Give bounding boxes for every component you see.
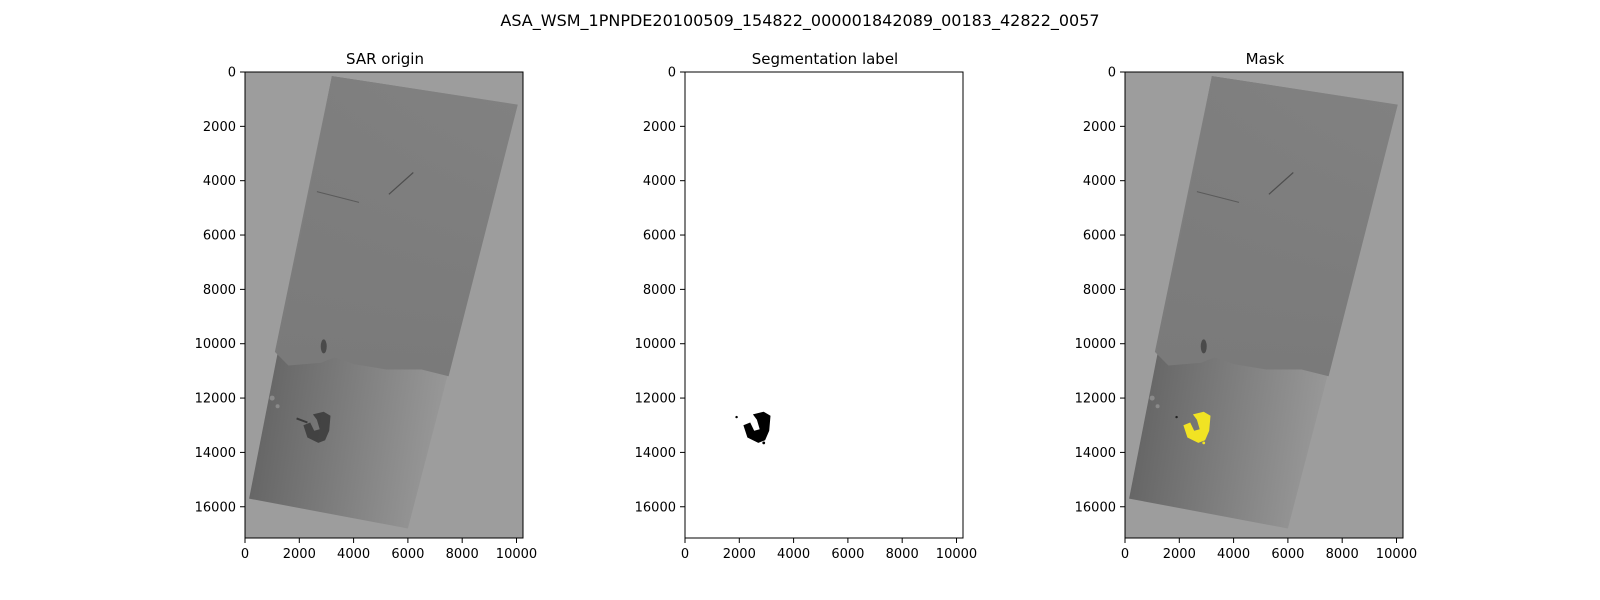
axes-frame xyxy=(244,71,524,539)
x-tick-label: 4000 xyxy=(1217,547,1250,562)
x-tick-label: 6000 xyxy=(391,547,424,562)
land-feature xyxy=(1268,172,1294,195)
island xyxy=(1149,395,1155,401)
x-tick-label: 8000 xyxy=(446,547,479,562)
x-tick-label: 2000 xyxy=(283,547,316,562)
island xyxy=(1155,404,1160,409)
y-tick-label: 14000 xyxy=(635,446,676,461)
y-tick-label: 4000 xyxy=(1083,174,1116,189)
x-tick-label: 10000 xyxy=(1376,547,1417,562)
y-tick-label: 2000 xyxy=(1083,120,1116,135)
island xyxy=(269,395,275,401)
label-image xyxy=(685,72,963,538)
bay-feature xyxy=(320,339,327,354)
oil-slick xyxy=(1183,411,1211,443)
y-tick-label: 16000 xyxy=(635,500,676,515)
axes: 0 2000 4000 6000 8000 10000 0 2000 4000 6000 8000 1… xyxy=(635,66,978,563)
x-tick-label: 8000 xyxy=(886,547,919,562)
axes-frame xyxy=(684,71,964,539)
y-tick-label: 12000 xyxy=(1075,392,1116,407)
oil-slick-fragment xyxy=(762,441,766,445)
panel-mask: Mask 0 2000 4000 6000 8000 10000 0 2000 4000 6000… xyxy=(1075,50,1418,562)
y-tick-label: 8000 xyxy=(203,283,236,298)
oil-slick-fragment xyxy=(1202,441,1206,445)
island xyxy=(275,404,280,409)
y-tick-label: 6000 xyxy=(203,229,236,244)
x-tick-label: 6000 xyxy=(831,547,864,562)
x-tick-label: 10000 xyxy=(936,547,977,562)
y-tick-label: 10000 xyxy=(1075,337,1116,352)
land-feature xyxy=(1196,191,1240,203)
y-tick-label: 12000 xyxy=(635,392,676,407)
x-tick-label: 2000 xyxy=(723,547,756,562)
mask-image xyxy=(1125,72,1403,538)
y-tick-label: 4000 xyxy=(643,174,676,189)
x-tick-label: 2000 xyxy=(1163,547,1196,562)
y-tick-label: 10000 xyxy=(195,337,236,352)
y-tick-label: 2000 xyxy=(203,120,236,135)
y-tick-label: 6000 xyxy=(1083,229,1116,244)
x-tick-label: 0 xyxy=(241,547,249,562)
oil-slick xyxy=(303,411,331,443)
axes-frame xyxy=(1124,71,1404,539)
y-tick-label: 8000 xyxy=(1083,283,1116,298)
y-tick-label: 12000 xyxy=(195,392,236,407)
x-tick-label: 4000 xyxy=(777,547,810,562)
panel-title: Mask xyxy=(1246,50,1285,68)
figure-suptitle: ASA_WSM_1PNPDE20100509_154822_0000018420… xyxy=(500,11,1099,31)
y-tick-label: 16000 xyxy=(195,500,236,515)
oil-slick-fragment xyxy=(735,415,738,419)
y-tick-label: 4000 xyxy=(203,174,236,189)
x-tick-label: 0 xyxy=(681,547,689,562)
land-area xyxy=(1154,76,1398,377)
panel-title: SAR origin xyxy=(346,50,424,68)
axes: 0 2000 4000 6000 8000 10000 0 2000 4000 6000 8000 1… xyxy=(195,66,538,563)
y-tick-label: 0 xyxy=(228,66,236,81)
axes: 0 2000 4000 6000 8000 10000 0 2000 4000 6000 8000 1… xyxy=(1075,66,1418,563)
oil-slick-trail xyxy=(296,417,308,424)
bay-feature xyxy=(1200,339,1207,354)
x-tick-label: 0 xyxy=(1121,547,1129,562)
y-tick-label: 0 xyxy=(668,66,676,81)
panel-sar-origin: SAR origin 0 2000 4000 6000 8000 10000 0 2000 40… xyxy=(195,50,538,562)
y-tick-label: 6000 xyxy=(643,229,676,244)
y-tick-label: 14000 xyxy=(1075,446,1116,461)
y-tick-label: 0 xyxy=(1108,66,1116,81)
sar-image xyxy=(245,72,523,538)
panel-title: Segmentation label xyxy=(752,50,898,68)
x-tick-label: 6000 xyxy=(1271,547,1304,562)
x-tick-label: 8000 xyxy=(1326,547,1359,562)
land-feature xyxy=(316,191,360,203)
x-tick-label: 4000 xyxy=(337,547,370,562)
y-tick-label: 8000 xyxy=(643,283,676,298)
y-tick-label: 10000 xyxy=(635,337,676,352)
y-tick-label: 14000 xyxy=(195,446,236,461)
y-tick-label: 2000 xyxy=(643,120,676,135)
oil-slick-fragment xyxy=(1175,415,1178,419)
land-feature xyxy=(388,172,414,195)
image-background xyxy=(685,72,963,538)
y-tick-label: 16000 xyxy=(1075,500,1116,515)
oil-slick xyxy=(743,411,771,443)
land-area xyxy=(274,76,518,377)
x-tick-label: 10000 xyxy=(496,547,537,562)
panel-segmentation-label: Segmentation label 0 2000 4000 6000 8000 1000… xyxy=(635,50,978,562)
